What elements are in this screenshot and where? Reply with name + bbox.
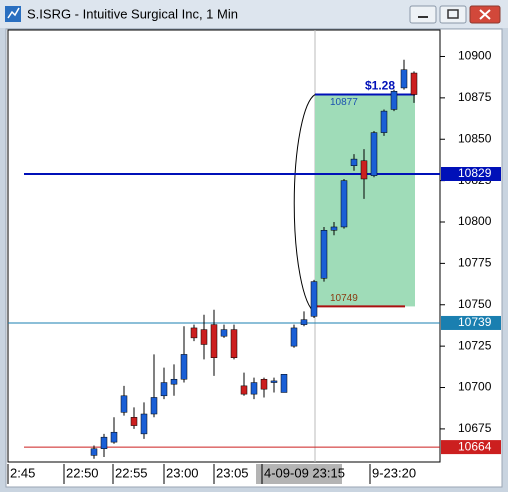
close-glyph bbox=[479, 9, 491, 20]
x-label-highlight bbox=[256, 464, 342, 484]
candle-body bbox=[210, 324, 218, 358]
price-tag-label: 10664 bbox=[458, 439, 492, 453]
price-tag bbox=[441, 440, 501, 455]
candle-body bbox=[370, 132, 378, 176]
x-tick-label: 22:55 bbox=[115, 465, 148, 480]
y-tick-label: 10675 bbox=[458, 421, 492, 435]
minimize-button[interactable] bbox=[409, 5, 437, 24]
candle-body bbox=[120, 395, 128, 413]
x-tick-label: 9-23:20 bbox=[372, 465, 416, 480]
x-tick-label: 23:05 bbox=[216, 465, 249, 480]
price-tag-label: 10829 bbox=[458, 166, 492, 180]
range-box bbox=[315, 94, 415, 307]
candle-body bbox=[300, 319, 308, 325]
y-tick-label: 10750 bbox=[458, 297, 492, 311]
window-buttons[interactable] bbox=[409, 5, 501, 24]
candle-body bbox=[130, 417, 138, 426]
y-tick-label: 10775 bbox=[458, 256, 492, 270]
maximize-button[interactable] bbox=[439, 5, 467, 24]
y-tick-label: 10875 bbox=[458, 90, 492, 104]
candle-body bbox=[160, 382, 168, 397]
candle-body bbox=[310, 281, 318, 317]
candle-body bbox=[100, 436, 108, 450]
candle-body bbox=[220, 329, 228, 337]
candle-body bbox=[270, 380, 278, 383]
range-top-label: 10877 bbox=[330, 97, 358, 108]
price-tag-label: 10739 bbox=[458, 315, 492, 329]
candle-body bbox=[280, 374, 288, 393]
candle-body bbox=[180, 354, 188, 380]
candle-body bbox=[240, 385, 248, 395]
y-tick-label: 10850 bbox=[458, 131, 492, 145]
candle-body bbox=[200, 329, 208, 345]
candle-body bbox=[340, 180, 348, 228]
maximize-glyph bbox=[447, 9, 459, 19]
x-tick-label: 22:50 bbox=[66, 465, 99, 480]
range-arc bbox=[293, 94, 316, 313]
candle-body bbox=[320, 230, 328, 279]
x-tick-label: 4-09-09 23:15 bbox=[264, 465, 345, 480]
candle-body bbox=[390, 90, 398, 110]
app-icon-glyph bbox=[7, 7, 20, 19]
price-tag bbox=[441, 315, 501, 330]
y-tick-label: 10700 bbox=[458, 380, 492, 394]
price-tag bbox=[441, 167, 501, 181]
candle-body bbox=[400, 69, 408, 89]
candle-body bbox=[190, 327, 198, 339]
candle-body bbox=[250, 382, 258, 395]
candle-body bbox=[150, 397, 158, 415]
range-bottom-label: 10749 bbox=[330, 293, 358, 304]
x-tick-label: 2:45 bbox=[10, 465, 35, 480]
candle-body bbox=[170, 378, 178, 385]
candle-body bbox=[230, 329, 238, 358]
candle-body bbox=[360, 160, 368, 180]
x-tick-label: 23:00 bbox=[166, 465, 199, 480]
candle-body bbox=[330, 226, 338, 231]
y-tick-label: 10900 bbox=[458, 49, 492, 63]
candle-body bbox=[260, 378, 268, 390]
range-change: $1.28 bbox=[365, 79, 395, 93]
candle-body bbox=[350, 158, 358, 166]
candle-body bbox=[90, 448, 98, 456]
candle-body bbox=[110, 431, 118, 443]
y-tick-label: 10725 bbox=[458, 338, 492, 352]
y-tick-label: 10800 bbox=[458, 214, 492, 228]
candle-body bbox=[140, 413, 148, 435]
candle-body bbox=[380, 110, 388, 133]
window-title: S.ISRG - Intuitive Surgical Inc, 1 Min bbox=[27, 6, 238, 21]
candle-body bbox=[290, 327, 298, 347]
candle-body bbox=[410, 72, 418, 95]
